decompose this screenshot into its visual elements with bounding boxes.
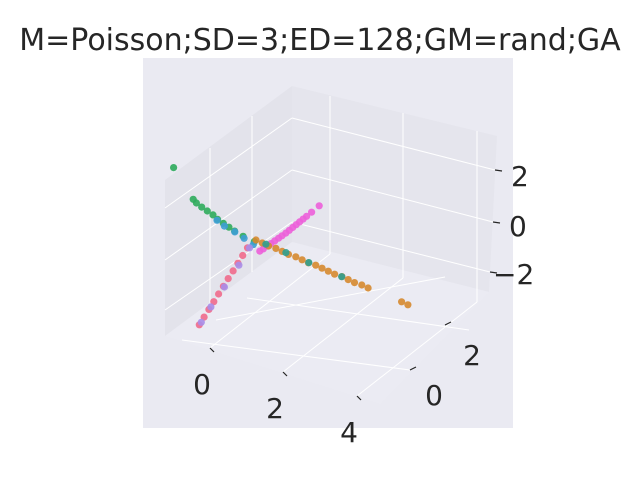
data-point bbox=[197, 318, 205, 326]
data-point bbox=[215, 290, 223, 298]
points-layer bbox=[170, 164, 412, 329]
data-point bbox=[331, 270, 339, 278]
y-tick-mark bbox=[444, 321, 452, 326]
x-tick-label: 2 bbox=[266, 392, 284, 425]
data-point bbox=[282, 249, 290, 257]
data-point bbox=[239, 251, 247, 260]
data-point bbox=[272, 244, 280, 252]
data-point bbox=[203, 207, 211, 215]
x-tick-label: 0 bbox=[193, 368, 211, 401]
x-tick-mark bbox=[356, 395, 362, 401]
z-tick-mark bbox=[492, 221, 501, 224]
data-point bbox=[229, 267, 237, 275]
grid-line bbox=[291, 117, 496, 171]
x-tick-mark bbox=[209, 347, 215, 353]
z-tick-label: 2 bbox=[511, 160, 529, 193]
data-point bbox=[220, 222, 228, 230]
left-pane bbox=[165, 86, 292, 336]
grid-line bbox=[291, 169, 494, 223]
data-point bbox=[209, 211, 217, 219]
data-point bbox=[170, 164, 178, 172]
data-point bbox=[358, 281, 366, 289]
data-point bbox=[350, 279, 359, 287]
data-point bbox=[240, 234, 248, 242]
data-point bbox=[220, 283, 228, 291]
data-point bbox=[364, 284, 372, 292]
y-tick-label: 0 bbox=[425, 379, 443, 412]
grid-line bbox=[215, 276, 446, 321]
grid-line bbox=[291, 221, 491, 273]
data-point bbox=[318, 264, 326, 272]
axis-ticks bbox=[209, 169, 503, 401]
z-tick-mark bbox=[489, 271, 498, 274]
data-point bbox=[312, 261, 320, 269]
x-tick-label: 4 bbox=[340, 416, 358, 449]
grid-line bbox=[181, 339, 411, 371]
data-point bbox=[231, 228, 239, 236]
data-point bbox=[245, 244, 254, 252]
data-point bbox=[338, 273, 346, 281]
grid-line bbox=[356, 301, 478, 397]
data-point bbox=[189, 195, 197, 203]
data-point bbox=[324, 267, 332, 275]
data-point bbox=[252, 236, 260, 244]
data-point bbox=[315, 202, 323, 210]
data-point bbox=[235, 261, 243, 269]
z-tick-mark bbox=[494, 169, 503, 172]
grid-line bbox=[246, 297, 470, 331]
grid-line bbox=[164, 117, 293, 209]
data-point bbox=[262, 240, 270, 248]
grid-line bbox=[164, 169, 293, 261]
data-point bbox=[198, 203, 206, 211]
data-point bbox=[298, 256, 306, 264]
data-point bbox=[398, 298, 406, 306]
y-tick-label: 2 bbox=[463, 339, 481, 372]
z-tick-label: 0 bbox=[509, 210, 527, 243]
data-point bbox=[207, 303, 215, 311]
z-tick-label: −2 bbox=[493, 258, 534, 291]
data-point bbox=[308, 208, 316, 216]
y-tick-mark bbox=[409, 366, 417, 371]
data-point bbox=[224, 275, 232, 283]
chart-title: M=Poisson;SD=3;ED=128;GM=rand;GA bbox=[19, 23, 621, 58]
data-point bbox=[305, 259, 313, 267]
x-tick-mark bbox=[282, 371, 288, 377]
back-pane bbox=[292, 86, 497, 292]
floor-pane bbox=[165, 242, 489, 404]
data-point bbox=[213, 216, 221, 224]
grid-line bbox=[164, 221, 293, 311]
data-point bbox=[404, 301, 412, 309]
data-point bbox=[303, 212, 311, 220]
data-point bbox=[344, 276, 352, 284]
data-point bbox=[292, 253, 300, 261]
